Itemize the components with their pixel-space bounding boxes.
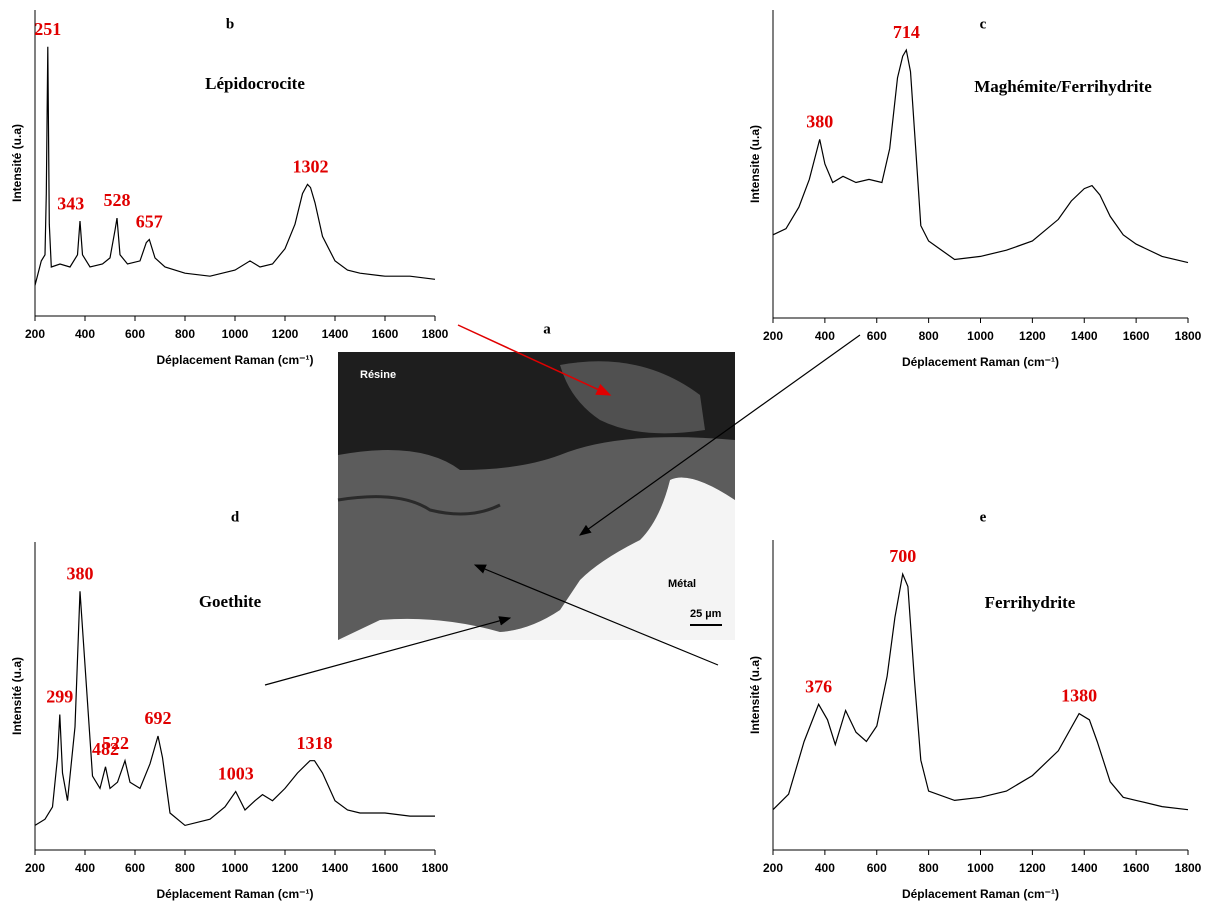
x-tick-label: 1800	[1175, 329, 1202, 343]
peak-label: 1318	[297, 733, 333, 753]
panel-letter: d	[231, 509, 240, 525]
peak-label: 380	[806, 111, 833, 131]
arrow	[473, 564, 719, 666]
x-tick-label: 1200	[1019, 329, 1046, 343]
x-tick-label: 1200	[272, 861, 299, 875]
x-tick-label: 1000	[222, 327, 249, 341]
x-tick-label: 1200	[272, 327, 299, 341]
x-tick-label: 1600	[372, 861, 399, 875]
chart: 200 400 600 800 1000 1200 1400 1600 1800 Déplacem…	[748, 509, 1201, 901]
peak-label: 1003	[218, 764, 254, 784]
spectrum-line	[34, 46, 436, 286]
peak-label: 376	[805, 676, 832, 696]
chart-title: Maghémite/Ferrihydrite	[974, 77, 1152, 96]
x-tick-label: 1400	[322, 327, 349, 341]
oxide-region	[560, 361, 705, 434]
x-axis-label: Déplacement Raman (cm⁻¹)	[902, 355, 1059, 369]
peak-label: 700	[889, 546, 916, 566]
arrow	[457, 324, 612, 396]
scale-label: 25 µm	[690, 608, 722, 620]
peak-label: 714	[893, 22, 920, 42]
chart-title: Lépidocrocite	[205, 74, 305, 93]
x-tick-label: 1000	[222, 861, 249, 875]
y-axis-label: Intensité (u.a)	[748, 656, 762, 734]
panel-letter: e	[980, 509, 987, 525]
x-tick-label: 1200	[1019, 861, 1046, 875]
arrow	[264, 616, 512, 686]
image-label: Métal	[668, 578, 696, 590]
panel-letter: c	[980, 16, 987, 32]
spectrum-line	[34, 591, 435, 827]
metal-region	[338, 477, 735, 640]
x-tick-label: 400	[815, 861, 835, 875]
peak-label: 251	[34, 19, 61, 39]
y-axis-label: Intensité (u.a)	[10, 124, 24, 202]
x-axis-label: Déplacement Raman (cm⁻¹)	[902, 887, 1059, 901]
x-tick-label: 400	[815, 329, 835, 343]
x-tick-label: 1600	[1123, 329, 1150, 343]
peak-label: 482	[92, 739, 119, 759]
x-tick-label: 200	[25, 861, 45, 875]
x-tick-label: 1600	[372, 327, 399, 341]
x-tick-label: 600	[867, 861, 887, 875]
chart: 200 400 600 800 1000 1200 1400 1600 1800 Déplacem…	[10, 509, 448, 901]
peak-label: 522	[102, 733, 129, 753]
x-axis-label: Déplacement Raman (cm⁻¹)	[156, 353, 313, 367]
x-tick-label: 800	[919, 861, 939, 875]
peak-label: 343	[57, 193, 84, 213]
peak-label: 380	[67, 563, 94, 583]
x-tick-label: 1800	[422, 861, 449, 875]
spectrum-line	[772, 571, 1189, 811]
micrograph: Résine Métal 25 µm a	[337, 321, 735, 640]
x-tick-label: 1600	[1123, 861, 1150, 875]
peak-label: 299	[46, 687, 73, 707]
x-tick-label: 800	[175, 861, 195, 875]
x-tick-label: 600	[125, 327, 145, 341]
peak-label: 657	[136, 212, 163, 232]
x-tick-label: 800	[175, 327, 195, 341]
x-tick-label: 1000	[967, 329, 994, 343]
arrow	[579, 334, 861, 536]
spectrum-line	[772, 48, 1189, 264]
x-tick-label: 600	[125, 861, 145, 875]
y-axis-label: Intensite (u.a)	[748, 125, 762, 203]
panel-letter: a	[543, 321, 551, 337]
x-tick-label: 1800	[1175, 861, 1202, 875]
chart-title: Ferrihydrite	[985, 593, 1076, 612]
peak-label: 1302	[293, 157, 329, 177]
x-tick-label: 1400	[1071, 329, 1098, 343]
x-axis-label: Déplacement Raman (cm⁻¹)	[156, 887, 313, 901]
panel-letter: b	[226, 16, 234, 32]
x-tick-label: 1400	[322, 861, 349, 875]
crack	[337, 495, 501, 516]
image-label: Résine	[360, 369, 396, 381]
x-tick-label: 800	[919, 329, 939, 343]
arrows	[264, 324, 861, 686]
peak-label: 528	[104, 190, 131, 210]
chart-title: Goethite	[199, 592, 262, 611]
x-tick-label: 1800	[422, 327, 449, 341]
y-axis-label: Intensité (u.a)	[10, 657, 24, 735]
chart: 200 400 600 800 1000 1200 1400 1600 1800 Déplacem…	[10, 10, 449, 367]
x-tick-label: 1000	[967, 861, 994, 875]
x-tick-label: 600	[867, 329, 887, 343]
x-tick-label: 400	[75, 861, 95, 875]
corrosion-layer	[338, 437, 735, 640]
x-tick-label: 400	[75, 327, 95, 341]
x-tick-label: 200	[763, 861, 783, 875]
chart: 200 400 600 800 1000 1200 1400 1600 1800 Déplacem…	[748, 10, 1202, 369]
peak-label: 692	[145, 708, 172, 728]
x-tick-label: 200	[25, 327, 45, 341]
peak-label: 1380	[1061, 686, 1097, 706]
x-tick-label: 1400	[1071, 861, 1098, 875]
x-tick-label: 200	[763, 329, 783, 343]
